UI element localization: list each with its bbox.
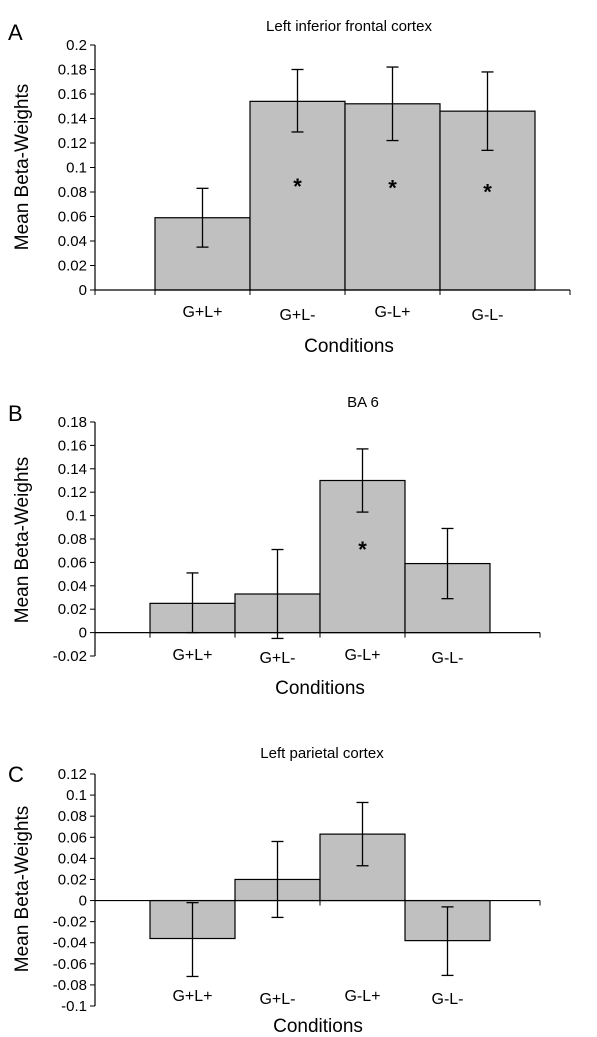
y-tick-label: 0.1 <box>66 508 87 525</box>
y-tick-label: 0.14 <box>58 461 87 478</box>
y-tick-label: 0.18 <box>58 414 87 431</box>
x-tick-label: G+L- <box>259 650 295 667</box>
x-tick-label: G+L- <box>279 307 315 324</box>
y-tick-label: 0.16 <box>58 437 87 454</box>
y-tick-label: 0 <box>79 893 87 910</box>
x-tick-label: G-L+ <box>344 988 380 1005</box>
panel-b-xlabel: Conditions <box>275 678 365 699</box>
panel-b-plot: -0.02 0 0.02 0.04 0.06 0.08 0.1 0.12 0.14 0.16 0.1… <box>53 414 541 667</box>
y-tick-label: 0 <box>79 625 87 642</box>
panel-a-xlabel: Conditions <box>304 336 394 357</box>
x-tick-label: G-L- <box>432 991 464 1008</box>
panel-a-ylabel: Mean Beta-Weights <box>12 84 33 251</box>
x-tick-label: G+L+ <box>172 988 212 1005</box>
y-tick-label: 0.02 <box>58 601 87 618</box>
y-tick-label: 0.06 <box>58 554 87 571</box>
y-tick-label: -0.04 <box>53 935 87 952</box>
y-tick-label: 0.02 <box>58 871 87 888</box>
y-tick-label: 0.06 <box>58 829 87 846</box>
y-tick-label: 0.08 <box>58 184 87 201</box>
y-tick-label: 0.2 <box>66 37 87 54</box>
panel-a-plot: 0 0.02 0.04 0.06 0.08 0.1 0.12 0.14 0.16 0.18 0.2 *… <box>58 37 571 324</box>
x-tick-label: G-L+ <box>344 647 380 664</box>
y-tick-label: -0.02 <box>53 648 87 665</box>
x-tick-label: G-L+ <box>374 304 410 321</box>
y-tick-label: -0.06 <box>53 956 87 973</box>
y-tick-label: 0.16 <box>58 86 87 103</box>
significance-star: * <box>483 180 492 205</box>
panel-b-letter: B <box>8 401 23 426</box>
panel-c-xlabel: Conditions <box>273 1016 363 1037</box>
panel-a-title: Left inferior frontal cortex <box>266 18 432 35</box>
x-tick-label: G+L+ <box>172 647 212 664</box>
panel-a: A Left inferior frontal cortex Mean Beta… <box>8 18 571 357</box>
panel-c-title: Left parietal cortex <box>260 745 384 762</box>
y-tick-label: 0.14 <box>58 111 87 128</box>
y-tick-label: 0.06 <box>58 209 87 226</box>
panel-a-letter: A <box>8 20 23 45</box>
y-tick-label: 0.02 <box>58 258 87 275</box>
y-tick-label: -0.02 <box>53 914 87 931</box>
x-tick-label: G+L- <box>259 991 295 1008</box>
significance-star: * <box>358 537 367 562</box>
bar-G+L- <box>249 100 346 291</box>
y-tick-label: 0.04 <box>58 233 87 250</box>
panel-b: B BA 6 Mean Beta-Weights Conditions -0.0… <box>8 394 541 699</box>
y-tick-label: 0.08 <box>58 531 87 548</box>
panel-c-plot: -0.1 -0.08 -0.06 -0.04 -0.02 0 0.02 0.04 0.06 0.0… <box>53 766 541 1015</box>
y-tick-label: 0.1 <box>66 787 87 804</box>
x-tick-label: G-L- <box>432 650 464 667</box>
significance-star: * <box>388 176 397 201</box>
y-tick-label: 0 <box>79 282 87 299</box>
x-tick-label: G+L+ <box>182 304 222 321</box>
panel-b-title: BA 6 <box>347 394 379 411</box>
y-tick-label: 0.08 <box>58 808 87 825</box>
panel-c-letter: C <box>8 762 24 787</box>
y-tick-label: -0.08 <box>53 977 87 994</box>
panel-b-ylabel: Mean Beta-Weights <box>12 457 33 624</box>
y-tick-label: 0.1 <box>66 160 87 177</box>
panel-c: C Left parietal cortex Mean Beta-Weights… <box>8 745 541 1037</box>
y-tick-label: -0.1 <box>61 998 87 1015</box>
y-tick-label: 0.12 <box>58 766 87 783</box>
y-tick-label: 0.12 <box>58 484 87 501</box>
significance-star: * <box>293 174 302 199</box>
y-tick-label: 0.04 <box>58 850 87 867</box>
y-tick-label: 0.12 <box>58 135 87 152</box>
x-tick-label: G-L- <box>472 307 504 324</box>
panel-c-ylabel: Mean Beta-Weights <box>12 806 33 973</box>
y-tick-label: 0.04 <box>58 578 87 595</box>
y-tick-label: 0.18 <box>58 62 87 79</box>
